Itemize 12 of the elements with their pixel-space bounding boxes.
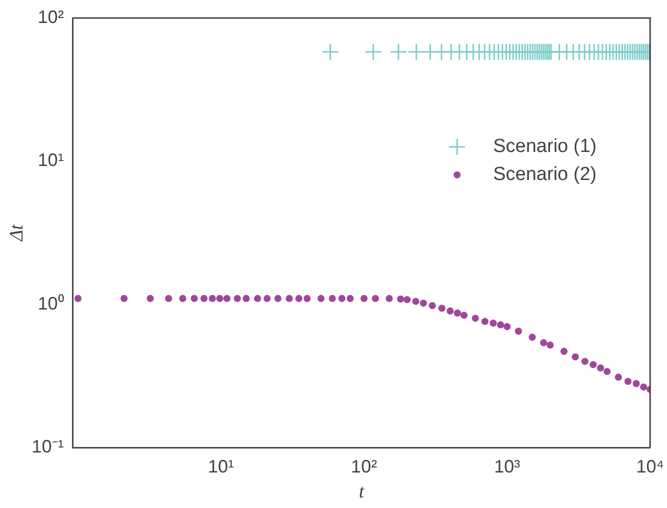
y-axis-title: Δt xyxy=(6,224,28,242)
legend-label: Scenario (2) xyxy=(493,164,597,186)
x-tick-label: 10¹ xyxy=(208,456,234,476)
y-tick-label: 10¹ xyxy=(38,150,64,170)
y-tick-label: 10⁻¹ xyxy=(32,436,64,457)
x-tick-label: 10² xyxy=(351,456,378,476)
y-tick-label: 10² xyxy=(38,6,64,27)
x-axis-title: t xyxy=(358,482,365,503)
x-tick-label: 10³ xyxy=(494,456,520,476)
y-tick-label: 10⁰ xyxy=(38,293,64,314)
legend-label: Scenario (1) xyxy=(493,136,597,158)
x-tick-label: 10⁴ xyxy=(636,456,664,476)
